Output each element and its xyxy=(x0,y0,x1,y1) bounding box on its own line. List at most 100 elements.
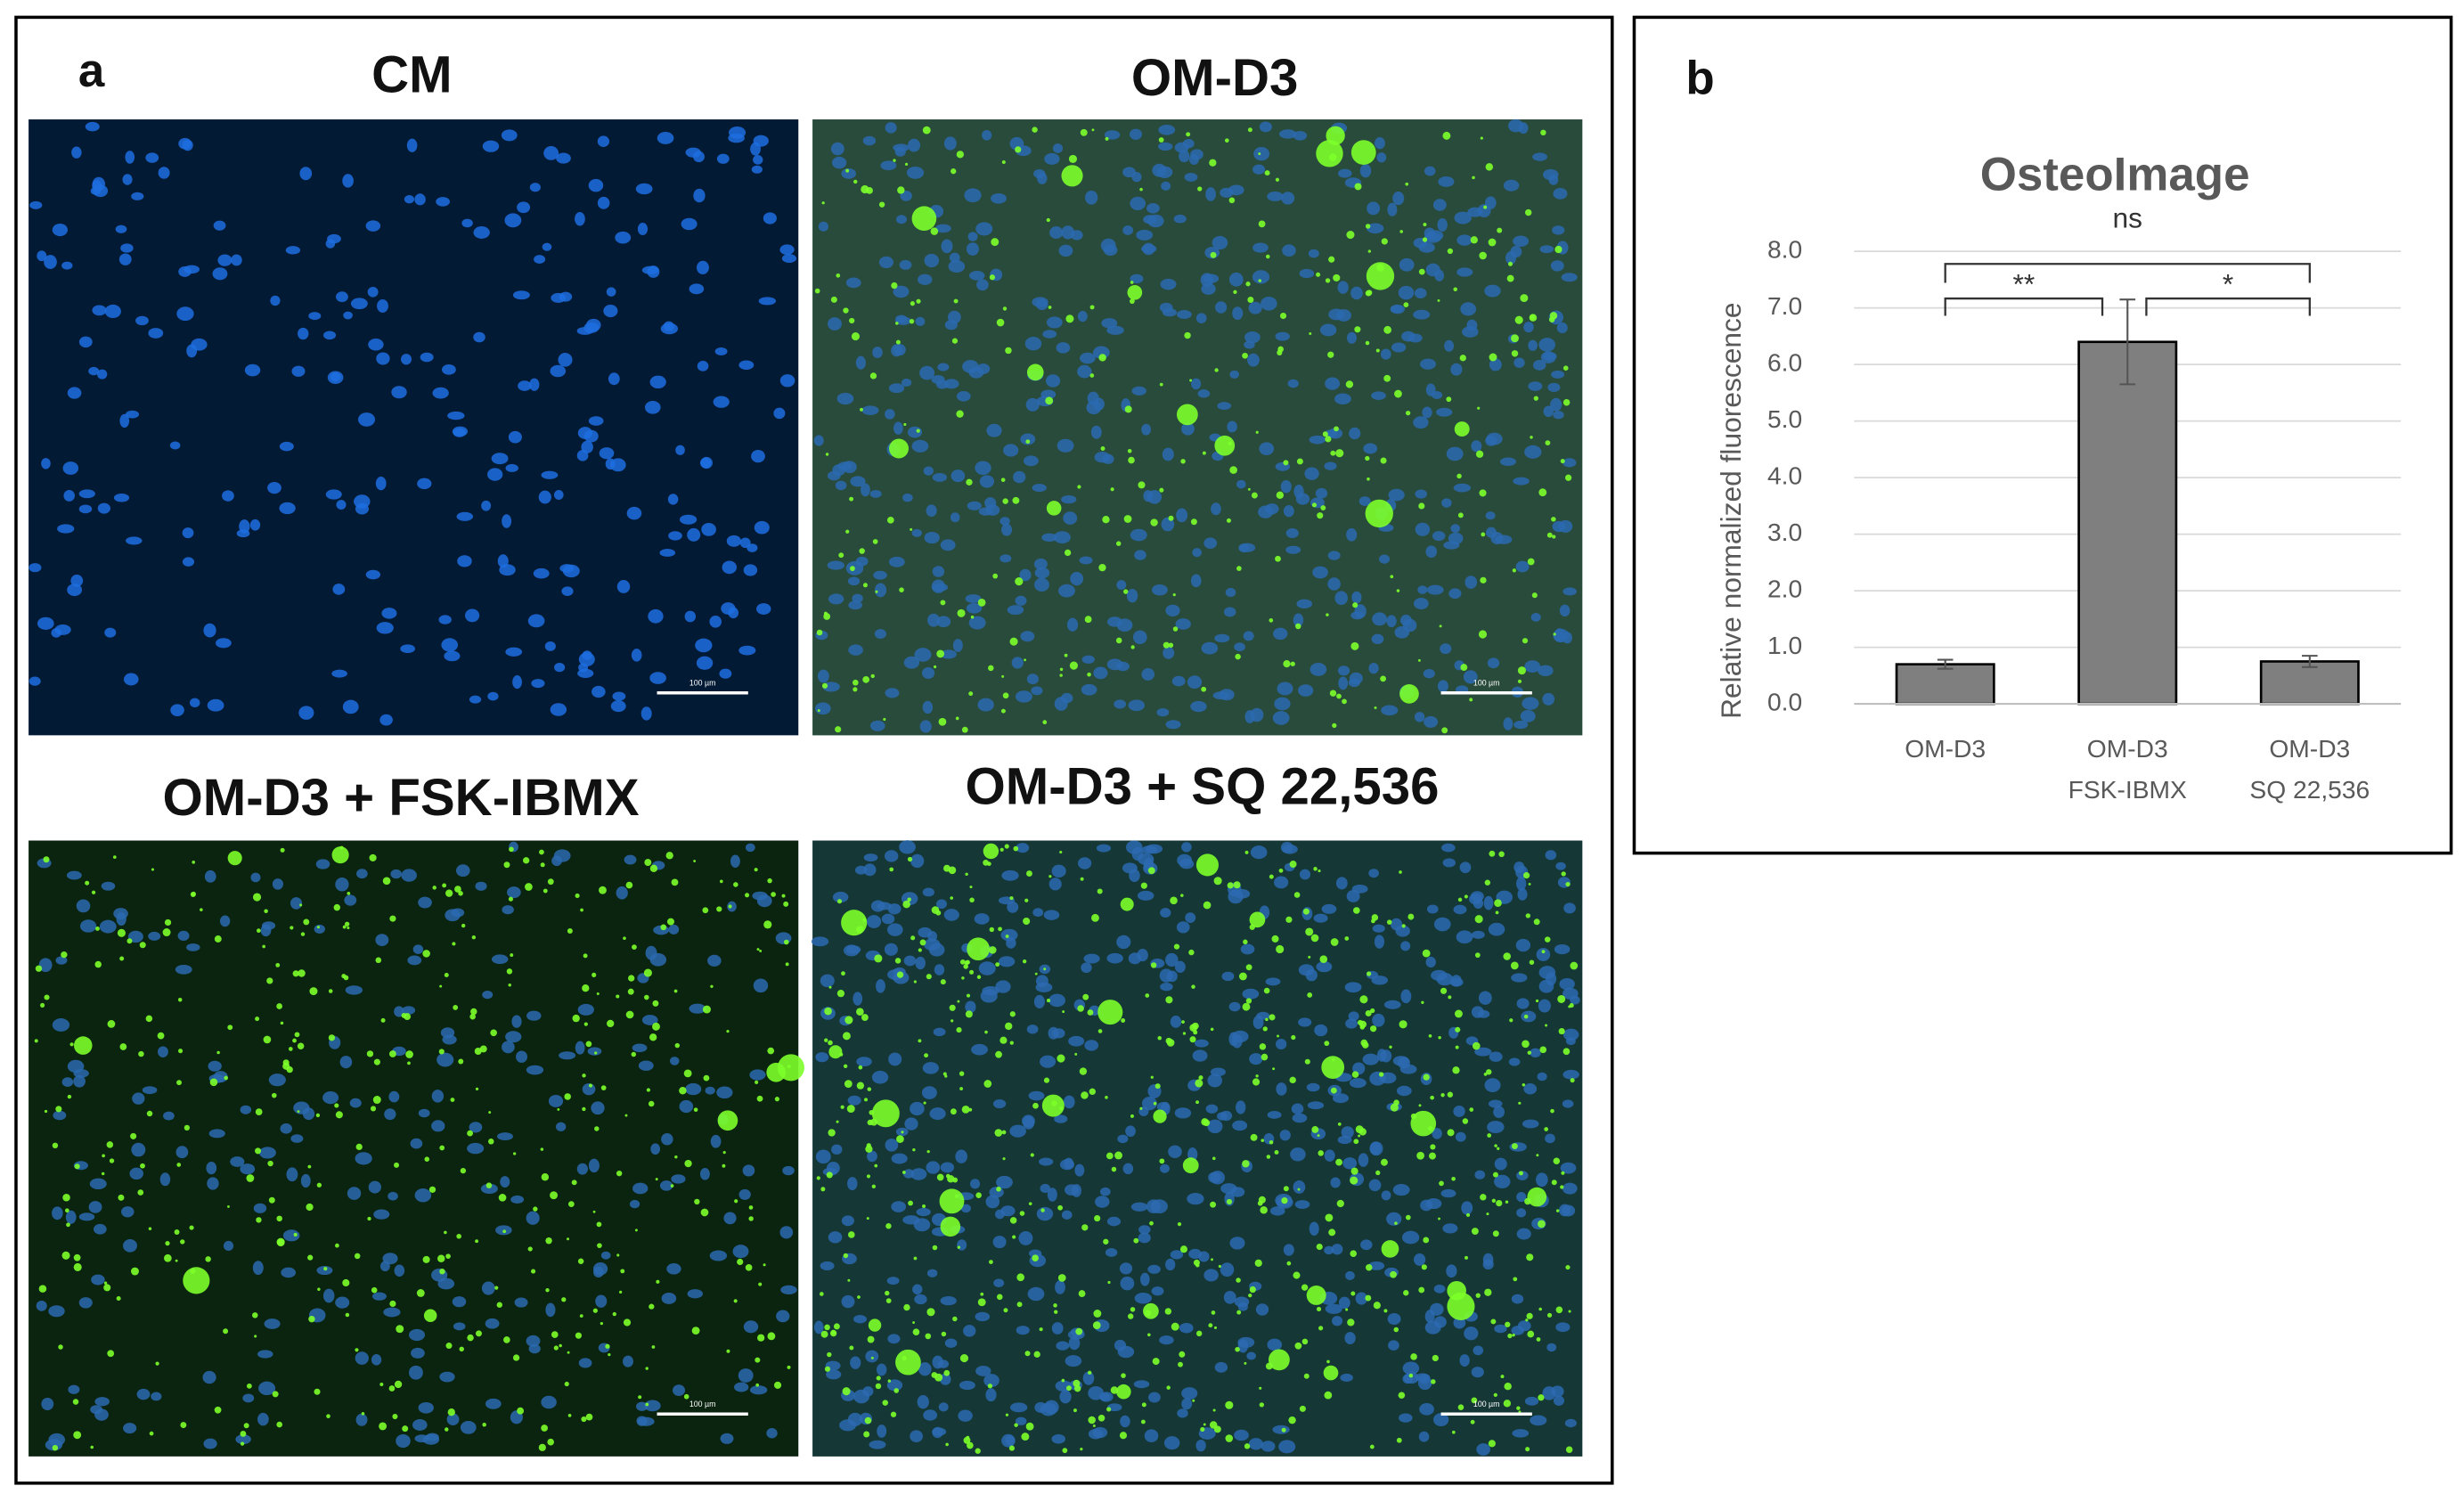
nucleus xyxy=(505,463,518,472)
nucleus xyxy=(679,1099,694,1114)
mineral-spot xyxy=(1208,1323,1213,1328)
nucleus xyxy=(673,1384,686,1396)
mineral-spot xyxy=(294,1032,300,1038)
mineral-spot xyxy=(564,1381,569,1387)
nucleus xyxy=(1023,1115,1035,1130)
nucleus xyxy=(1032,908,1044,918)
nucleus xyxy=(1383,1000,1401,1009)
nucleus xyxy=(922,1062,939,1074)
nucleus xyxy=(753,154,763,165)
mineral-spot xyxy=(1057,1204,1064,1211)
mineral-spot xyxy=(857,1295,861,1299)
mineral-spot xyxy=(1046,217,1050,223)
nucleus xyxy=(893,344,906,356)
mineral-spot xyxy=(109,1158,115,1163)
significance-bracket: * xyxy=(2145,267,2311,316)
mineral-spot xyxy=(1306,1285,1326,1305)
mineral-spot xyxy=(931,906,940,914)
mineral-spot xyxy=(956,410,964,418)
micrograph-haze xyxy=(812,119,1583,736)
nucleus xyxy=(1473,898,1484,910)
nucleus xyxy=(1562,458,1577,468)
mineral-spot xyxy=(959,1071,965,1076)
mineral-spot xyxy=(1380,1158,1388,1166)
nucleus xyxy=(1228,272,1244,287)
mineral-spot xyxy=(1081,1091,1089,1099)
mineral-spot xyxy=(1544,1127,1549,1131)
nucleus xyxy=(1160,278,1177,290)
nucleus xyxy=(1309,435,1326,445)
mineral-spot xyxy=(533,1206,538,1212)
nucleus xyxy=(1553,411,1564,420)
nucleus xyxy=(142,1086,158,1095)
nucleus xyxy=(216,638,232,649)
nucleus xyxy=(1307,1101,1325,1110)
mineral-spot xyxy=(1403,1290,1409,1296)
mineral-spot xyxy=(683,1069,692,1078)
nucleus xyxy=(38,958,53,973)
mineral-spot xyxy=(445,889,453,897)
mineral-spot xyxy=(1012,496,1020,504)
mineral-spot xyxy=(902,1355,907,1361)
mineral-spot xyxy=(887,1379,892,1383)
nucleus xyxy=(869,489,882,498)
nucleus xyxy=(37,616,54,630)
nucleus xyxy=(281,1267,297,1278)
nucleus xyxy=(1146,490,1162,504)
mineral-spot xyxy=(214,935,222,943)
bar xyxy=(2077,340,2178,706)
mineral-spot xyxy=(950,896,954,900)
nucleus xyxy=(367,286,379,298)
nucleus xyxy=(1173,214,1187,224)
nucleus xyxy=(444,650,461,662)
nucleus xyxy=(1259,121,1272,133)
mineral-spot xyxy=(1383,374,1391,382)
nucleus xyxy=(244,363,261,377)
nucleus xyxy=(1426,584,1444,595)
nucleus xyxy=(863,863,877,877)
mineral-spot xyxy=(1302,908,1310,915)
nucleus xyxy=(487,468,503,481)
mineral-spot xyxy=(870,673,875,679)
mineral-spot xyxy=(599,886,607,894)
mineral-spot xyxy=(1057,1054,1065,1063)
mineral-spot xyxy=(852,679,859,686)
mineral-spot xyxy=(35,965,43,972)
nucleus xyxy=(1040,1055,1057,1068)
mineral-spot xyxy=(652,1000,659,1007)
nucleus xyxy=(1536,1172,1548,1188)
mineral-spot xyxy=(1097,1029,1103,1033)
mineral-spot xyxy=(1328,256,1335,263)
nucleus xyxy=(1351,591,1362,604)
mineral-spot xyxy=(959,1087,964,1090)
mineral-spot xyxy=(1555,1306,1563,1314)
mineral-spot xyxy=(948,866,957,875)
nucleus xyxy=(1090,425,1102,439)
mineral-spot xyxy=(1277,346,1284,353)
mineral-spot xyxy=(1307,992,1313,998)
mineral-spot xyxy=(1041,1094,1065,1117)
mineral-spot xyxy=(1350,1167,1358,1175)
nucleus xyxy=(516,1050,527,1063)
mineral-spot xyxy=(936,1173,944,1181)
nucleus xyxy=(575,212,585,226)
mineral-spot xyxy=(1259,1043,1267,1050)
nucleus xyxy=(817,669,829,683)
nucleus xyxy=(518,380,532,391)
mineral-spot xyxy=(379,1422,388,1431)
mineral-spot xyxy=(820,1187,826,1192)
mineral-spot xyxy=(1429,1152,1436,1160)
significance-bracket: ns xyxy=(1944,201,2311,283)
mineral-spot xyxy=(252,893,262,902)
mineral-spot xyxy=(1410,1113,1417,1120)
mineral-spot xyxy=(824,1324,830,1331)
nucleus xyxy=(1437,680,1448,693)
nucleus xyxy=(640,706,652,721)
mineral-spot xyxy=(841,910,868,936)
mineral-spot xyxy=(1195,1330,1203,1337)
mineral-spot xyxy=(719,879,723,884)
nucleus xyxy=(1543,405,1554,418)
nucleus xyxy=(1083,953,1100,964)
mineral-spot xyxy=(227,851,242,866)
nucleus xyxy=(438,615,452,624)
